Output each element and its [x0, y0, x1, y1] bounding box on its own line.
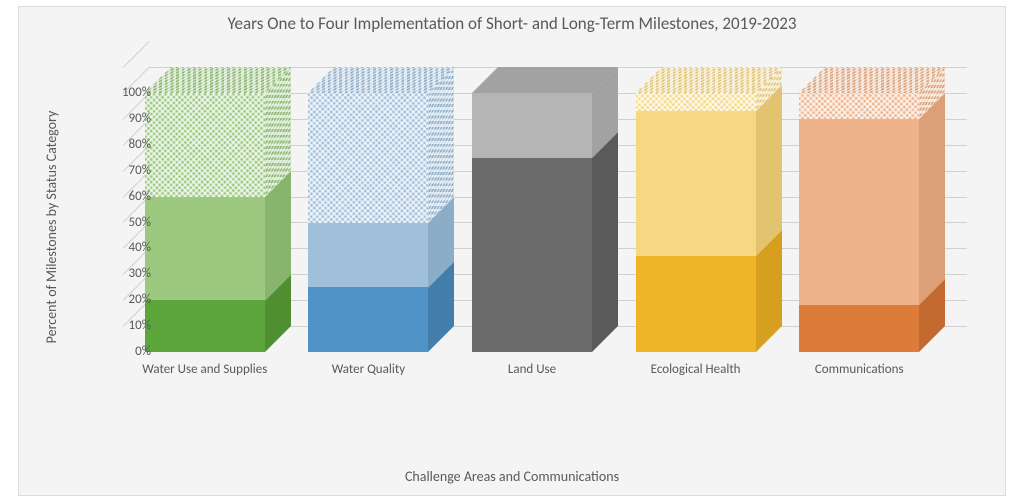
category-label: Water Quality [288, 362, 448, 378]
y-tick-label: 10% [91, 318, 151, 333]
bar-water-use-and-supplies: Water Use and Supplies [145, 93, 265, 352]
bar-segment [472, 158, 592, 352]
category-label: Communications [779, 362, 939, 378]
y-tick-label: 0% [91, 344, 151, 359]
chart-title: Years One to Four Implementation of Shor… [19, 13, 1005, 34]
bar-segment [308, 223, 428, 288]
chart-container: Years One to Four Implementation of Shor… [18, 6, 1006, 496]
bar-segment [145, 197, 265, 301]
bar-communications: Communications [799, 93, 919, 352]
bar-segment [636, 111, 756, 256]
y-tick-label: 40% [91, 240, 151, 255]
bar-segment [145, 93, 265, 197]
bar-segment [308, 287, 428, 352]
y-axis-title: Percent of Milestones by Status Category [43, 0, 63, 67]
bar-land-use: Land Use [472, 93, 592, 352]
y-tick-label: 80% [91, 137, 151, 152]
bar-segment [799, 93, 919, 119]
category-label: Ecological Health [616, 362, 776, 378]
y-tick-label: 50% [91, 215, 151, 230]
bar-segment [799, 119, 919, 305]
bar-segment [636, 93, 756, 111]
y-tick-label: 70% [91, 163, 151, 178]
plot-area: Water Use and SuppliesWater QualityLand … [123, 67, 967, 387]
y-tick-label: 20% [91, 292, 151, 307]
x-axis-title: Challenge Areas and Communications [19, 468, 1005, 485]
y-tick-label: 30% [91, 266, 151, 281]
y-tick-label: 100% [91, 85, 151, 100]
y-tick-label: 60% [91, 189, 151, 204]
bar-segment [799, 305, 919, 352]
bar-ecological-health: Ecological Health [636, 93, 756, 352]
bar-segment [145, 300, 265, 352]
category-label: Land Use [452, 362, 612, 378]
bar-water-quality: Water Quality [308, 93, 428, 352]
y-tick-label: 90% [91, 111, 151, 126]
bar-segment [636, 256, 756, 352]
category-label: Water Use and Supplies [125, 362, 285, 378]
bar-segment [472, 93, 592, 158]
bar-segment [308, 93, 428, 223]
